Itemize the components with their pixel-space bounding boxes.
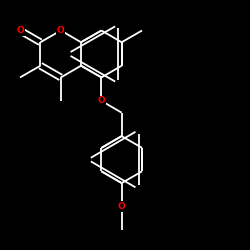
Text: O: O — [118, 202, 126, 211]
Text: O: O — [57, 26, 65, 35]
Text: O: O — [16, 26, 24, 35]
Text: O: O — [98, 96, 105, 106]
